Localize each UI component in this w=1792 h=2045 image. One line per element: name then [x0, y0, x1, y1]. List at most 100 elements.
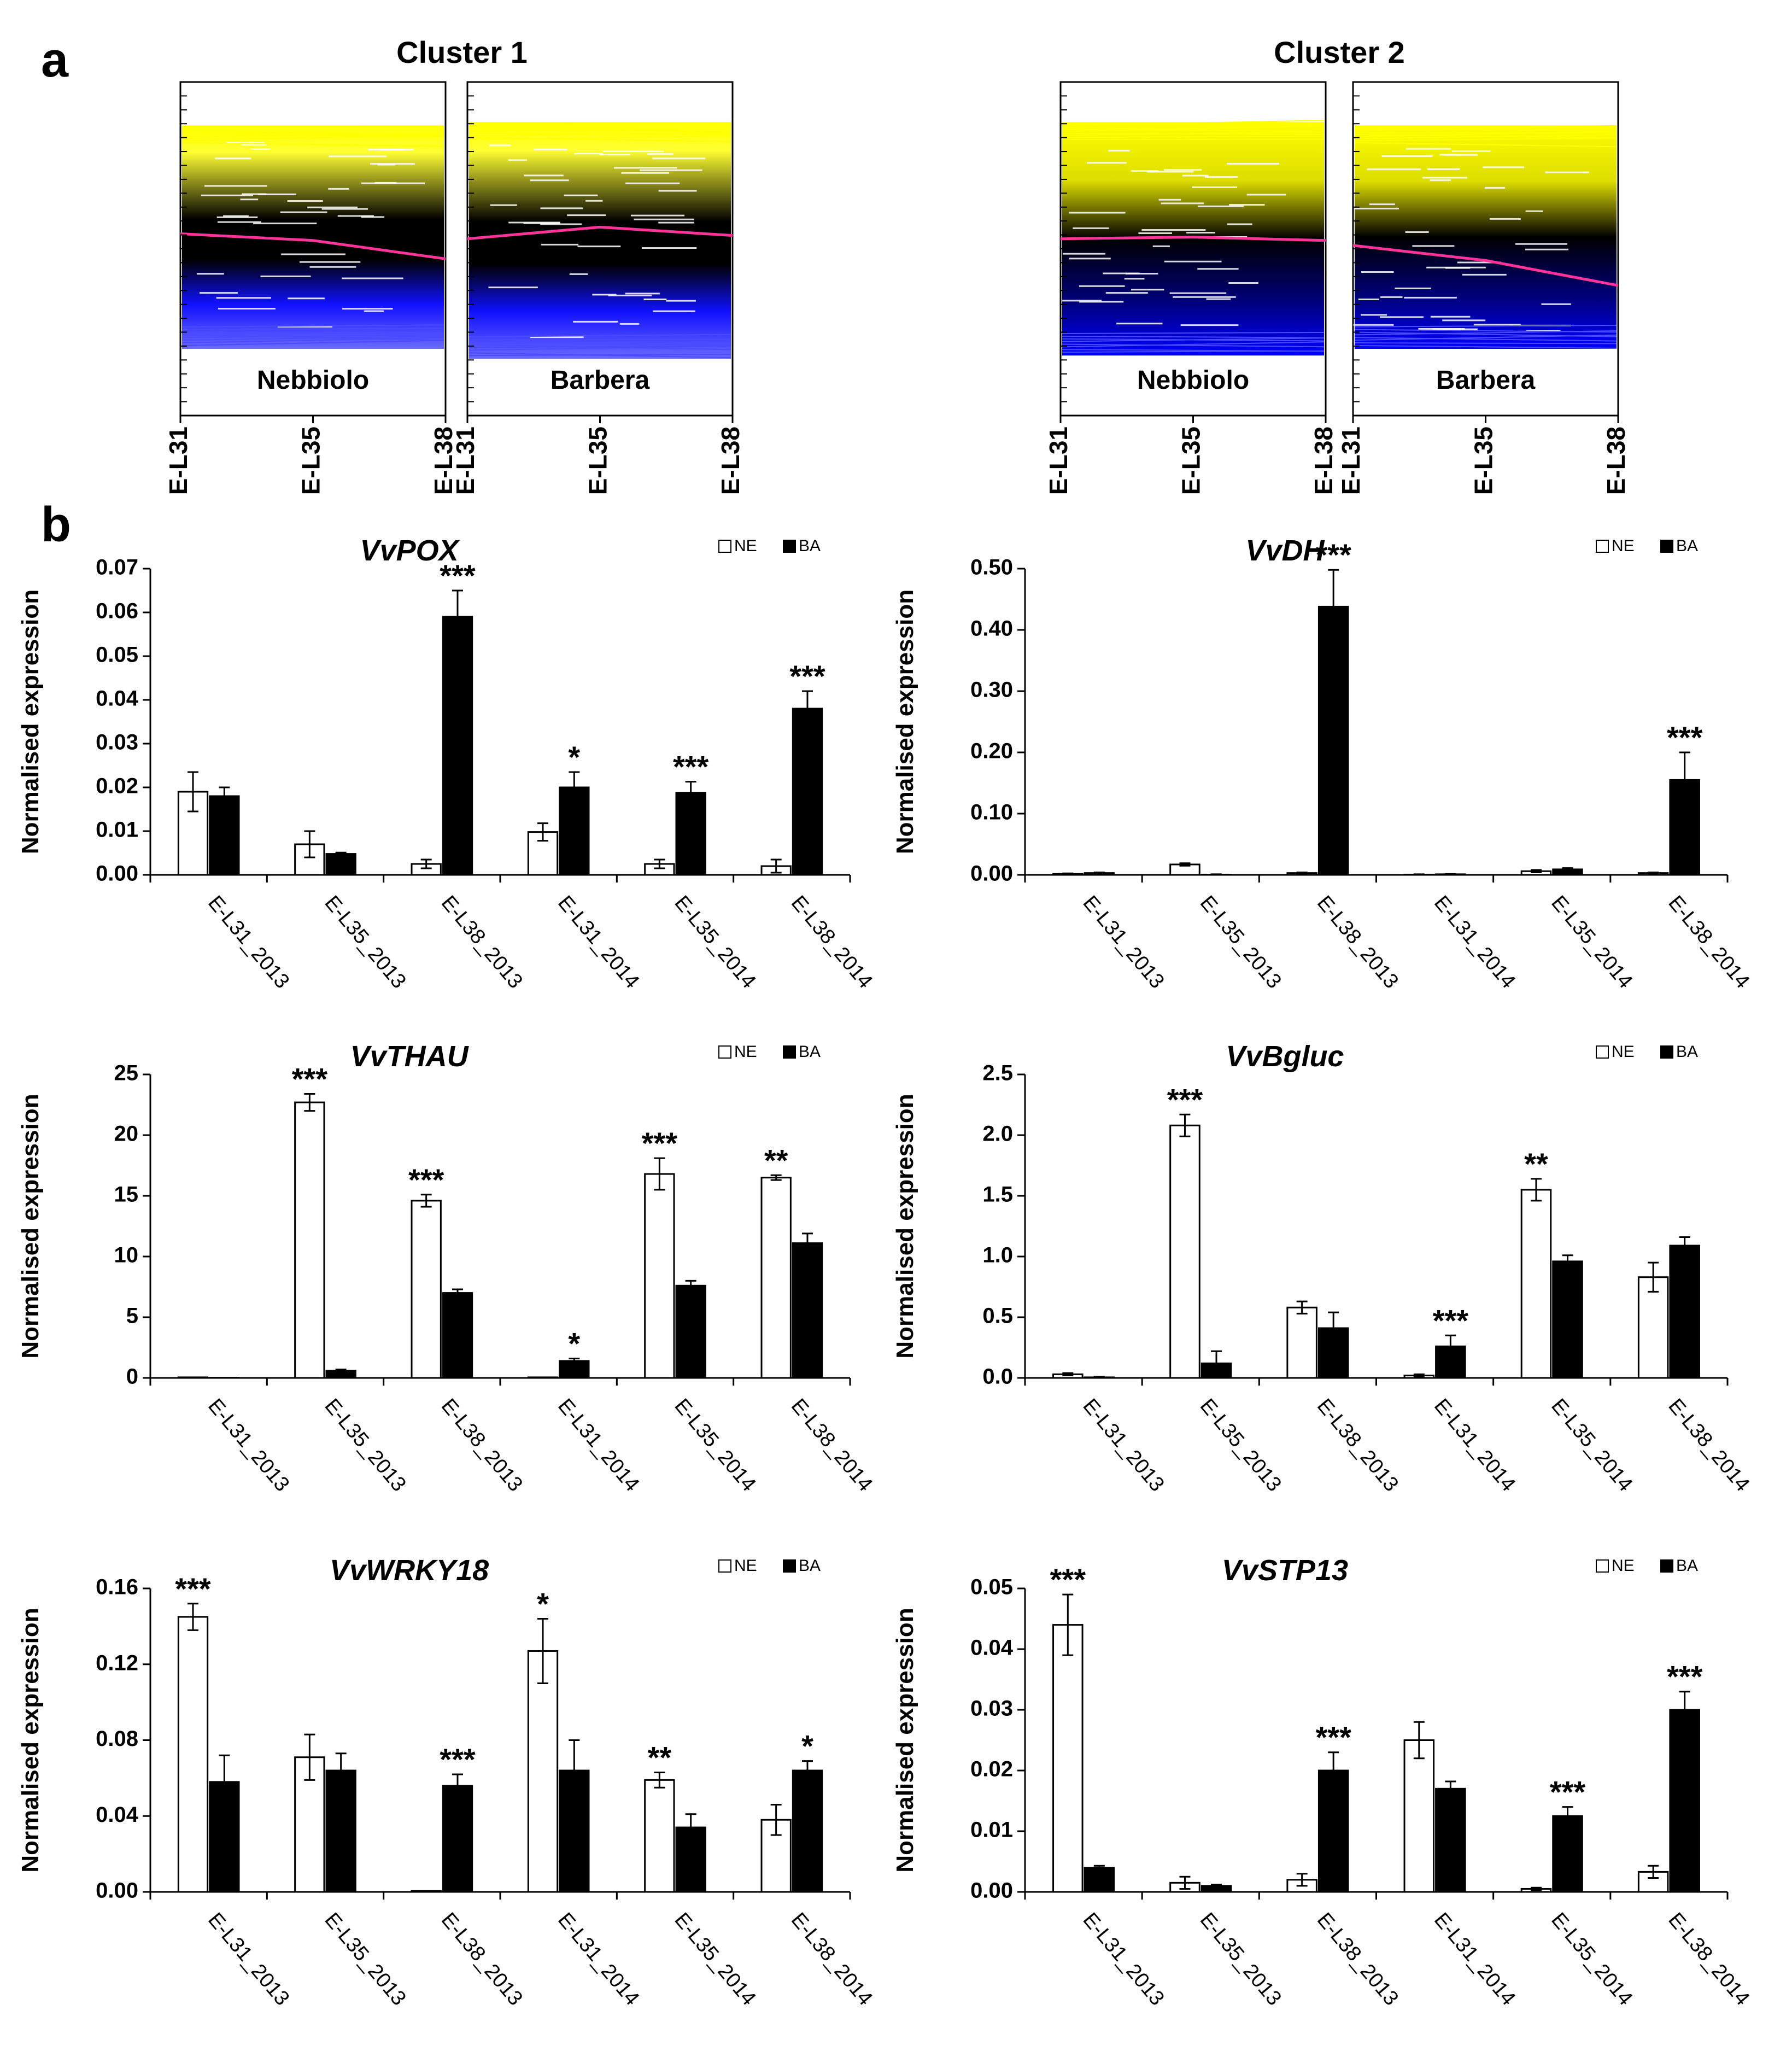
bar-ne	[177, 1376, 209, 1379]
significance-marker: ***	[1550, 1775, 1586, 1809]
bar-ba	[1435, 1787, 1466, 1893]
profile-line-top	[1354, 125, 1617, 132]
bar-ba	[675, 792, 706, 876]
bar-ne	[527, 1650, 559, 1893]
profile-line-bottom	[469, 344, 731, 350]
x-tick-label: E-L38	[716, 426, 745, 495]
y-tick-label: 0.01	[96, 818, 138, 842]
legend-label-ba: BA	[1676, 537, 1698, 555]
bar-ba	[442, 616, 473, 876]
x-tick-label: E-L35_2014	[1547, 1908, 1637, 2010]
legend-swatch-ba	[783, 1559, 796, 1573]
y-tick-label: 0.04	[96, 687, 139, 711]
profile-line-top	[1062, 131, 1325, 136]
profile-line-top	[181, 126, 444, 130]
profile-line-top	[469, 137, 731, 142]
cultivar-label: Nebbiolo	[1137, 366, 1249, 395]
bar-ba	[442, 1292, 473, 1379]
profile-line-bottom	[1354, 337, 1617, 342]
y-tick-label: 5	[126, 1304, 138, 1328]
y-axis-label: Normalised expression	[17, 1094, 44, 1358]
x-tick-label: E-L35_2013	[320, 1394, 410, 1496]
legend-label-ba: BA	[1676, 1043, 1698, 1061]
bar-ne	[644, 1173, 675, 1379]
cultivar-label: Nebbiolo	[257, 366, 369, 395]
bar-ne	[1052, 1624, 1084, 1893]
profile-line-bottom	[181, 334, 444, 338]
bar-ne	[177, 1616, 209, 1893]
bar-ne	[1520, 1189, 1552, 1379]
y-tick-label: 20	[114, 1122, 139, 1146]
chart-VvSTP13: VvSTP13 NE BA 0.00 0.01 0.02 0.03 0.04 0.05 Norma…	[892, 1554, 1754, 2010]
y-tick-label: 0.08	[96, 1727, 138, 1751]
significance-marker: *	[568, 1326, 580, 1360]
significance-marker: *	[801, 1729, 813, 1763]
legend-swatch-ba	[1660, 540, 1673, 553]
centroid-line	[180, 232, 446, 260]
y-tick-label: 0.03	[96, 731, 138, 755]
significance-marker: **	[648, 1740, 672, 1774]
profile-line-bottom	[1354, 329, 1617, 333]
profile-line-bottom	[469, 345, 731, 348]
profile-line-bottom	[469, 352, 731, 359]
chart-VvWRKY18: VvWRKY18 NE BA 0.00 0.04 0.08 0.12 0.16 Normalis…	[17, 1554, 877, 2010]
bar-ba	[1552, 1260, 1583, 1379]
bar-ne	[760, 1177, 792, 1379]
profile-line-bottom	[469, 334, 731, 338]
bar-ne	[1403, 1739, 1435, 1893]
legend-label-ne: NE	[734, 537, 757, 555]
bar-ba	[1669, 1244, 1700, 1379]
profile-line-top	[1354, 128, 1617, 132]
x-tick-label: E-L38_2013	[1313, 1394, 1403, 1496]
profile-line-top	[181, 135, 444, 142]
x-tick-label: E-L31_2013	[203, 1394, 294, 1496]
y-tick-label: 0.10	[970, 801, 1013, 825]
x-tick-label: E-L38	[1602, 426, 1630, 495]
legend-swatch-ne	[718, 540, 731, 553]
profile-line-bottom	[1062, 338, 1325, 342]
significance-marker: ***	[408, 1162, 444, 1197]
bar-ne	[411, 1890, 442, 1893]
legend-label-ne: NE	[1612, 1043, 1635, 1061]
legend-swatch-ba	[783, 540, 796, 553]
x-tick-label: E-L31	[164, 426, 192, 495]
significance-marker: ***	[292, 1062, 328, 1096]
y-tick-label: 0.16	[96, 1575, 138, 1599]
x-tick-label: E-L35_2014	[670, 1908, 760, 2010]
significance-marker: ***	[175, 1571, 211, 1606]
profile-line-bottom	[469, 345, 731, 351]
significance-marker: **	[1524, 1147, 1548, 1181]
y-tick-label: 0.06	[96, 599, 138, 623]
profile-line-bottom	[181, 337, 444, 344]
bar-ba	[1084, 1867, 1115, 1893]
profile-lines-band	[1355, 125, 1617, 349]
y-tick-label: 0.02	[96, 774, 138, 798]
x-tick-label: E-L31_2014	[1430, 891, 1520, 993]
panel-label-a: a	[41, 33, 69, 87]
legend-swatch-ba	[783, 1045, 796, 1059]
bar-ba	[442, 1785, 473, 1893]
bar-ne	[527, 1376, 559, 1379]
legend-label-ne: NE	[1612, 1557, 1635, 1575]
x-tick-label: E-L31_2013	[1079, 1908, 1169, 2010]
profile-line-top	[469, 132, 731, 136]
significance-marker: ***	[1667, 1660, 1703, 1694]
profile-line-top	[1354, 134, 1617, 139]
centroid-line	[1352, 244, 1619, 287]
legend-label-ne: NE	[1612, 537, 1635, 555]
profile-line-bottom	[1062, 335, 1325, 338]
chart-title: VvBgluc	[1226, 1040, 1344, 1073]
profile-line-bottom	[181, 328, 444, 330]
x-tick-label: E-L38_2014	[787, 891, 877, 993]
y-tick-label: 0.20	[970, 739, 1013, 763]
x-tick-label: E-L35_2013	[1196, 1908, 1286, 2010]
chart-title: VvTHAU	[350, 1040, 470, 1073]
x-tick-label: E-L38_2013	[437, 1394, 527, 1496]
y-tick-label: 10	[114, 1243, 139, 1267]
significance-marker: ***	[1315, 1720, 1351, 1755]
bar-ba	[792, 1242, 823, 1379]
profile-line-bottom	[1354, 324, 1617, 328]
x-tick-label: E-L31_2014	[553, 1394, 643, 1496]
chart-title: VvSTP13	[1222, 1554, 1348, 1587]
x-tick-label: E-L35_2014	[1547, 891, 1637, 993]
